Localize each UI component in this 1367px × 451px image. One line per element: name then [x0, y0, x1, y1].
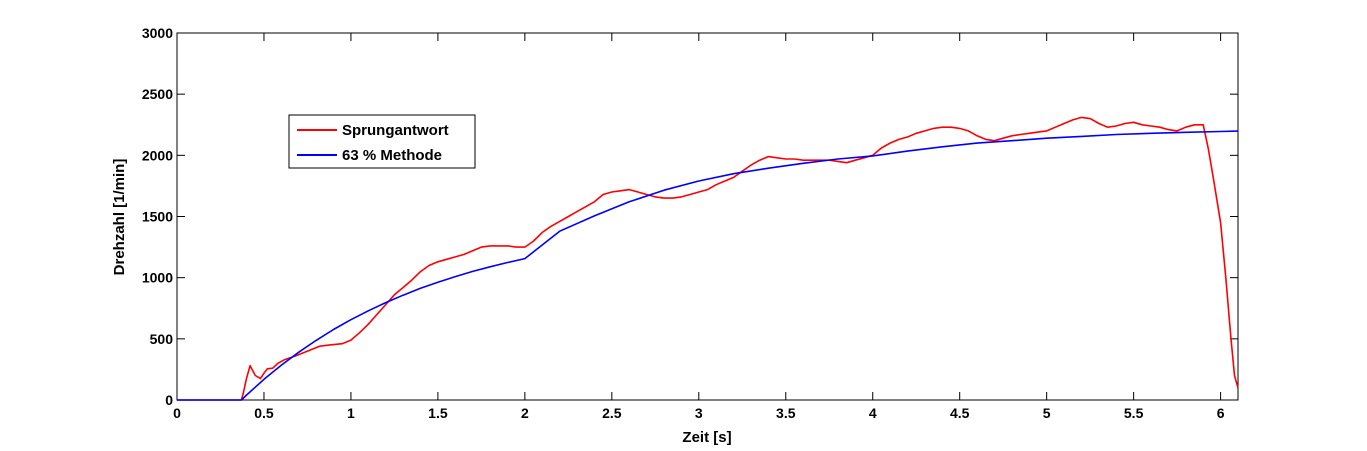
y-tick-label: 0	[165, 392, 173, 408]
plot-area	[176, 32, 1239, 401]
x-tick-label: 4	[869, 405, 877, 421]
x-tick-label: 5.5	[1124, 405, 1144, 421]
y-axis-label: Drehzahl [1/min]	[111, 159, 128, 276]
y-tick-label: 1000	[142, 270, 173, 286]
legend: Sprungantwort 63 % Methode	[288, 114, 476, 169]
x-tick-label: 0	[173, 405, 181, 421]
x-tick-label: 1	[347, 405, 355, 421]
x-axis-ticks: 0 0.5 1 1.5 2 2.5 3 3.5 4 4.5 5 5.5 6	[173, 33, 1225, 421]
x-tick-label: 2	[521, 405, 529, 421]
x-tick-label: 6	[1217, 405, 1225, 421]
y-tick-label: 500	[150, 331, 174, 347]
x-tick-label: 0.5	[254, 405, 274, 421]
legend-label-63-methode: 63 % Methode	[342, 147, 442, 164]
x-tick-label: 4.5	[950, 405, 970, 421]
x-tick-label: 5	[1043, 405, 1051, 421]
y-tick-label: 2000	[142, 147, 173, 163]
x-tick-label: 1.5	[428, 405, 448, 421]
series-lines	[177, 116, 1239, 401]
legend-box	[288, 114, 476, 169]
series-line-sprungantwort	[177, 116, 1239, 401]
series-line-63-methode	[177, 130, 1239, 401]
legend-label-sprungantwort: Sprungantwort	[342, 122, 449, 139]
y-tick-label: 2500	[142, 86, 173, 102]
x-tick-label: 2.5	[602, 405, 622, 421]
y-axis-ticks: 0 500 1000 1500 2000 2500 3000	[142, 25, 1238, 408]
x-tick-label: 3.5	[776, 405, 796, 421]
y-tick-label: 1500	[142, 209, 173, 225]
y-tick-label: 3000	[142, 25, 173, 41]
x-axis-label: Zeit [s]	[682, 429, 731, 446]
x-tick-label: 3	[695, 405, 703, 421]
